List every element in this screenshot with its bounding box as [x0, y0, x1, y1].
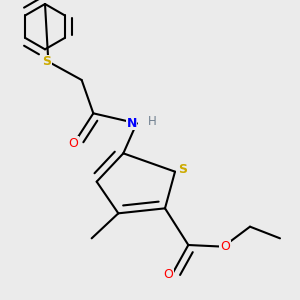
- Text: S: S: [178, 164, 187, 176]
- Text: O: O: [220, 240, 230, 253]
- Text: N: N: [127, 117, 137, 130]
- Text: O: O: [164, 268, 173, 281]
- Text: H: H: [148, 115, 157, 128]
- Text: O: O: [68, 137, 78, 150]
- Text: S: S: [42, 55, 51, 68]
